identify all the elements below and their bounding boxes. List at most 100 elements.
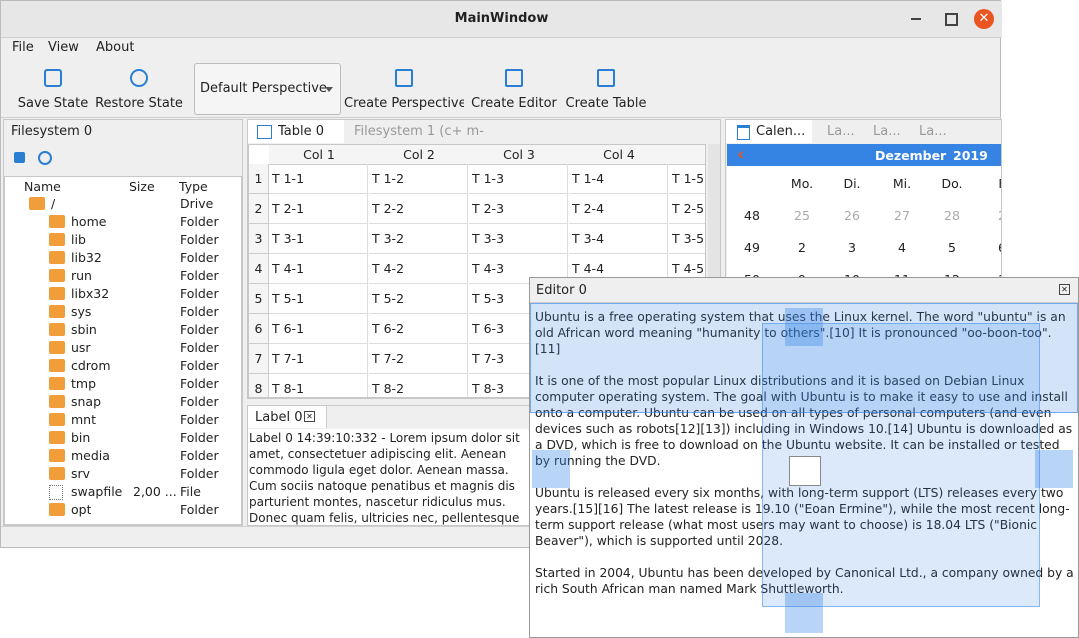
toolbar-button[interactable]: Create Perspective xyxy=(344,61,464,115)
file-name[interactable]: run xyxy=(71,268,92,283)
table-cell[interactable]: T 6-1 xyxy=(269,314,368,344)
file-name[interactable]: sbin xyxy=(71,322,97,337)
table-cell[interactable]: T 1-3 xyxy=(469,164,568,194)
date[interactable]: 4 xyxy=(898,240,906,255)
table-cell[interactable]: T 5-2 xyxy=(369,284,468,314)
editor-close[interactable]: ✕ xyxy=(1059,284,1070,295)
file-name[interactable]: cdrom xyxy=(71,358,111,373)
table-cell[interactable]: T 3-4 xyxy=(569,224,668,254)
file-name[interactable]: media xyxy=(71,448,110,463)
tab[interactable]: La... xyxy=(821,120,865,143)
toolbar-button[interactable]: Create Editor xyxy=(454,61,574,115)
tab[interactable]: Calen... xyxy=(726,120,812,143)
table-cell[interactable]: T 2-2 xyxy=(369,194,468,224)
file-name[interactable]: home xyxy=(71,214,107,229)
maximize-button[interactable] xyxy=(945,13,958,26)
tab[interactable]: La... xyxy=(913,120,957,143)
icon xyxy=(44,69,62,87)
close-button[interactable]: ✕ xyxy=(974,9,994,29)
file-name[interactable]: lib32 xyxy=(71,250,102,265)
tab[interactable]: Table 0 xyxy=(248,120,344,143)
table-cell[interactable]: T 8-2 xyxy=(369,374,468,397)
table-cell[interactable]: T 2-3 xyxy=(469,194,568,224)
file-name[interactable]: tmp xyxy=(71,376,97,391)
tab-active[interactable]: Label 0 ✕ xyxy=(248,406,327,428)
drop-indicator-top[interactable] xyxy=(785,308,823,346)
drop-indicator-right[interactable] xyxy=(1035,450,1073,488)
toolbar-button[interactable]: Create Table xyxy=(546,61,666,115)
date[interactable]: 26 xyxy=(844,208,860,223)
file-name[interactable]: swapfile xyxy=(71,484,123,499)
table-cell[interactable]: T 8-1 xyxy=(269,374,368,397)
folder-icon xyxy=(49,413,65,426)
table-cell[interactable]: T 4-2 xyxy=(369,254,468,284)
date[interactable]: 11 xyxy=(877,272,927,278)
table-cell[interactable]: T 1-4 xyxy=(569,164,668,194)
file-name[interactable]: snap xyxy=(71,394,102,409)
tab-label: Filesystem 1 (c+ m- f-) xyxy=(354,124,486,139)
file-name[interactable]: lib xyxy=(71,232,86,247)
month[interactable]: Dezember xyxy=(875,148,947,163)
tab-close[interactable]: ✕ xyxy=(304,411,315,422)
table-cell[interactable]: T 4-3 xyxy=(469,254,568,284)
date[interactable]: 3 xyxy=(848,240,856,255)
table-cell[interactable]: T 2-5 xyxy=(669,194,705,224)
toolbar-button[interactable]: Restore State xyxy=(94,61,184,115)
date[interactable]: 10 xyxy=(827,272,877,278)
date[interactable]: 6 xyxy=(977,240,1001,255)
date[interactable]: 2 xyxy=(798,240,806,255)
file-name[interactable]: mnt xyxy=(71,412,96,427)
table-cell[interactable]: T 5-1 xyxy=(269,284,368,314)
drop-indicator-bottom[interactable] xyxy=(785,593,823,633)
perspective-combo[interactable]: Default Perspective xyxy=(194,63,341,115)
table-cell[interactable]: T 1-2 xyxy=(369,164,468,194)
date[interactable]: 27 xyxy=(894,208,910,223)
table-cell[interactable]: T 2-1 xyxy=(269,194,368,224)
prev-month[interactable]: ‹ xyxy=(737,144,745,165)
menu-item[interactable]: About xyxy=(96,40,135,55)
file-name[interactable]: srv xyxy=(71,466,91,481)
minimize-button[interactable] xyxy=(911,18,921,20)
table-cell[interactable]: T 1-5 xyxy=(669,164,705,194)
date[interactable]: 12 xyxy=(927,272,977,278)
file-name[interactable]: / xyxy=(51,196,56,211)
table-cell[interactable]: T 7-1 xyxy=(269,344,368,374)
drop-indicator-center[interactable] xyxy=(789,456,821,486)
date[interactable]: 5 xyxy=(948,240,956,255)
menu-item[interactable]: View xyxy=(48,40,79,55)
file-name[interactable]: sys xyxy=(71,304,92,319)
table-cell[interactable]: T 7-2 xyxy=(369,344,468,374)
date[interactable]: 1 xyxy=(977,272,1001,278)
tab[interactable]: Filesystem 1 (c+ m- f-) xyxy=(346,120,486,143)
table-cell[interactable]: T 3-1 xyxy=(269,224,368,254)
date[interactable]: 25 xyxy=(794,208,810,223)
column-header: Col 3 xyxy=(469,145,570,165)
folder-icon xyxy=(49,395,65,408)
table-cell[interactable]: T 3-3 xyxy=(469,224,568,254)
folder-icon xyxy=(49,377,65,390)
date[interactable]: 2 xyxy=(977,208,1001,223)
dock-title: Filesystem 0 xyxy=(11,124,93,139)
table-cell[interactable]: T 3-5 xyxy=(669,224,705,254)
date[interactable]: 28 xyxy=(944,208,960,223)
editor-text[interactable]: Ubuntu is a free operating system that u… xyxy=(535,309,1075,613)
row-header: 2 xyxy=(249,194,269,224)
date[interactable]: 9 xyxy=(777,272,827,278)
drop-indicator-left[interactable] xyxy=(532,450,570,488)
table-cell[interactable]: T 1-1 xyxy=(269,164,368,194)
year[interactable]: 2019 xyxy=(953,148,988,163)
file-name[interactable]: bin xyxy=(71,430,91,445)
toolbar-button[interactable]: Save State xyxy=(8,61,98,115)
file-name[interactable]: libx32 xyxy=(71,286,110,301)
menu-item[interactable]: File xyxy=(12,40,34,55)
file-name[interactable]: opt xyxy=(71,502,92,517)
save-icon[interactable] xyxy=(14,152,25,163)
table-cell[interactable]: T 2-4 xyxy=(569,194,668,224)
file-name[interactable]: usr xyxy=(71,340,91,355)
table-cell[interactable]: T 3-2 xyxy=(369,224,468,254)
table-cell[interactable]: T 6-2 xyxy=(369,314,468,344)
tab[interactable]: La... xyxy=(867,120,911,143)
table-cell[interactable]: T 4-1 xyxy=(269,254,368,284)
restore-icon[interactable] xyxy=(38,151,52,165)
